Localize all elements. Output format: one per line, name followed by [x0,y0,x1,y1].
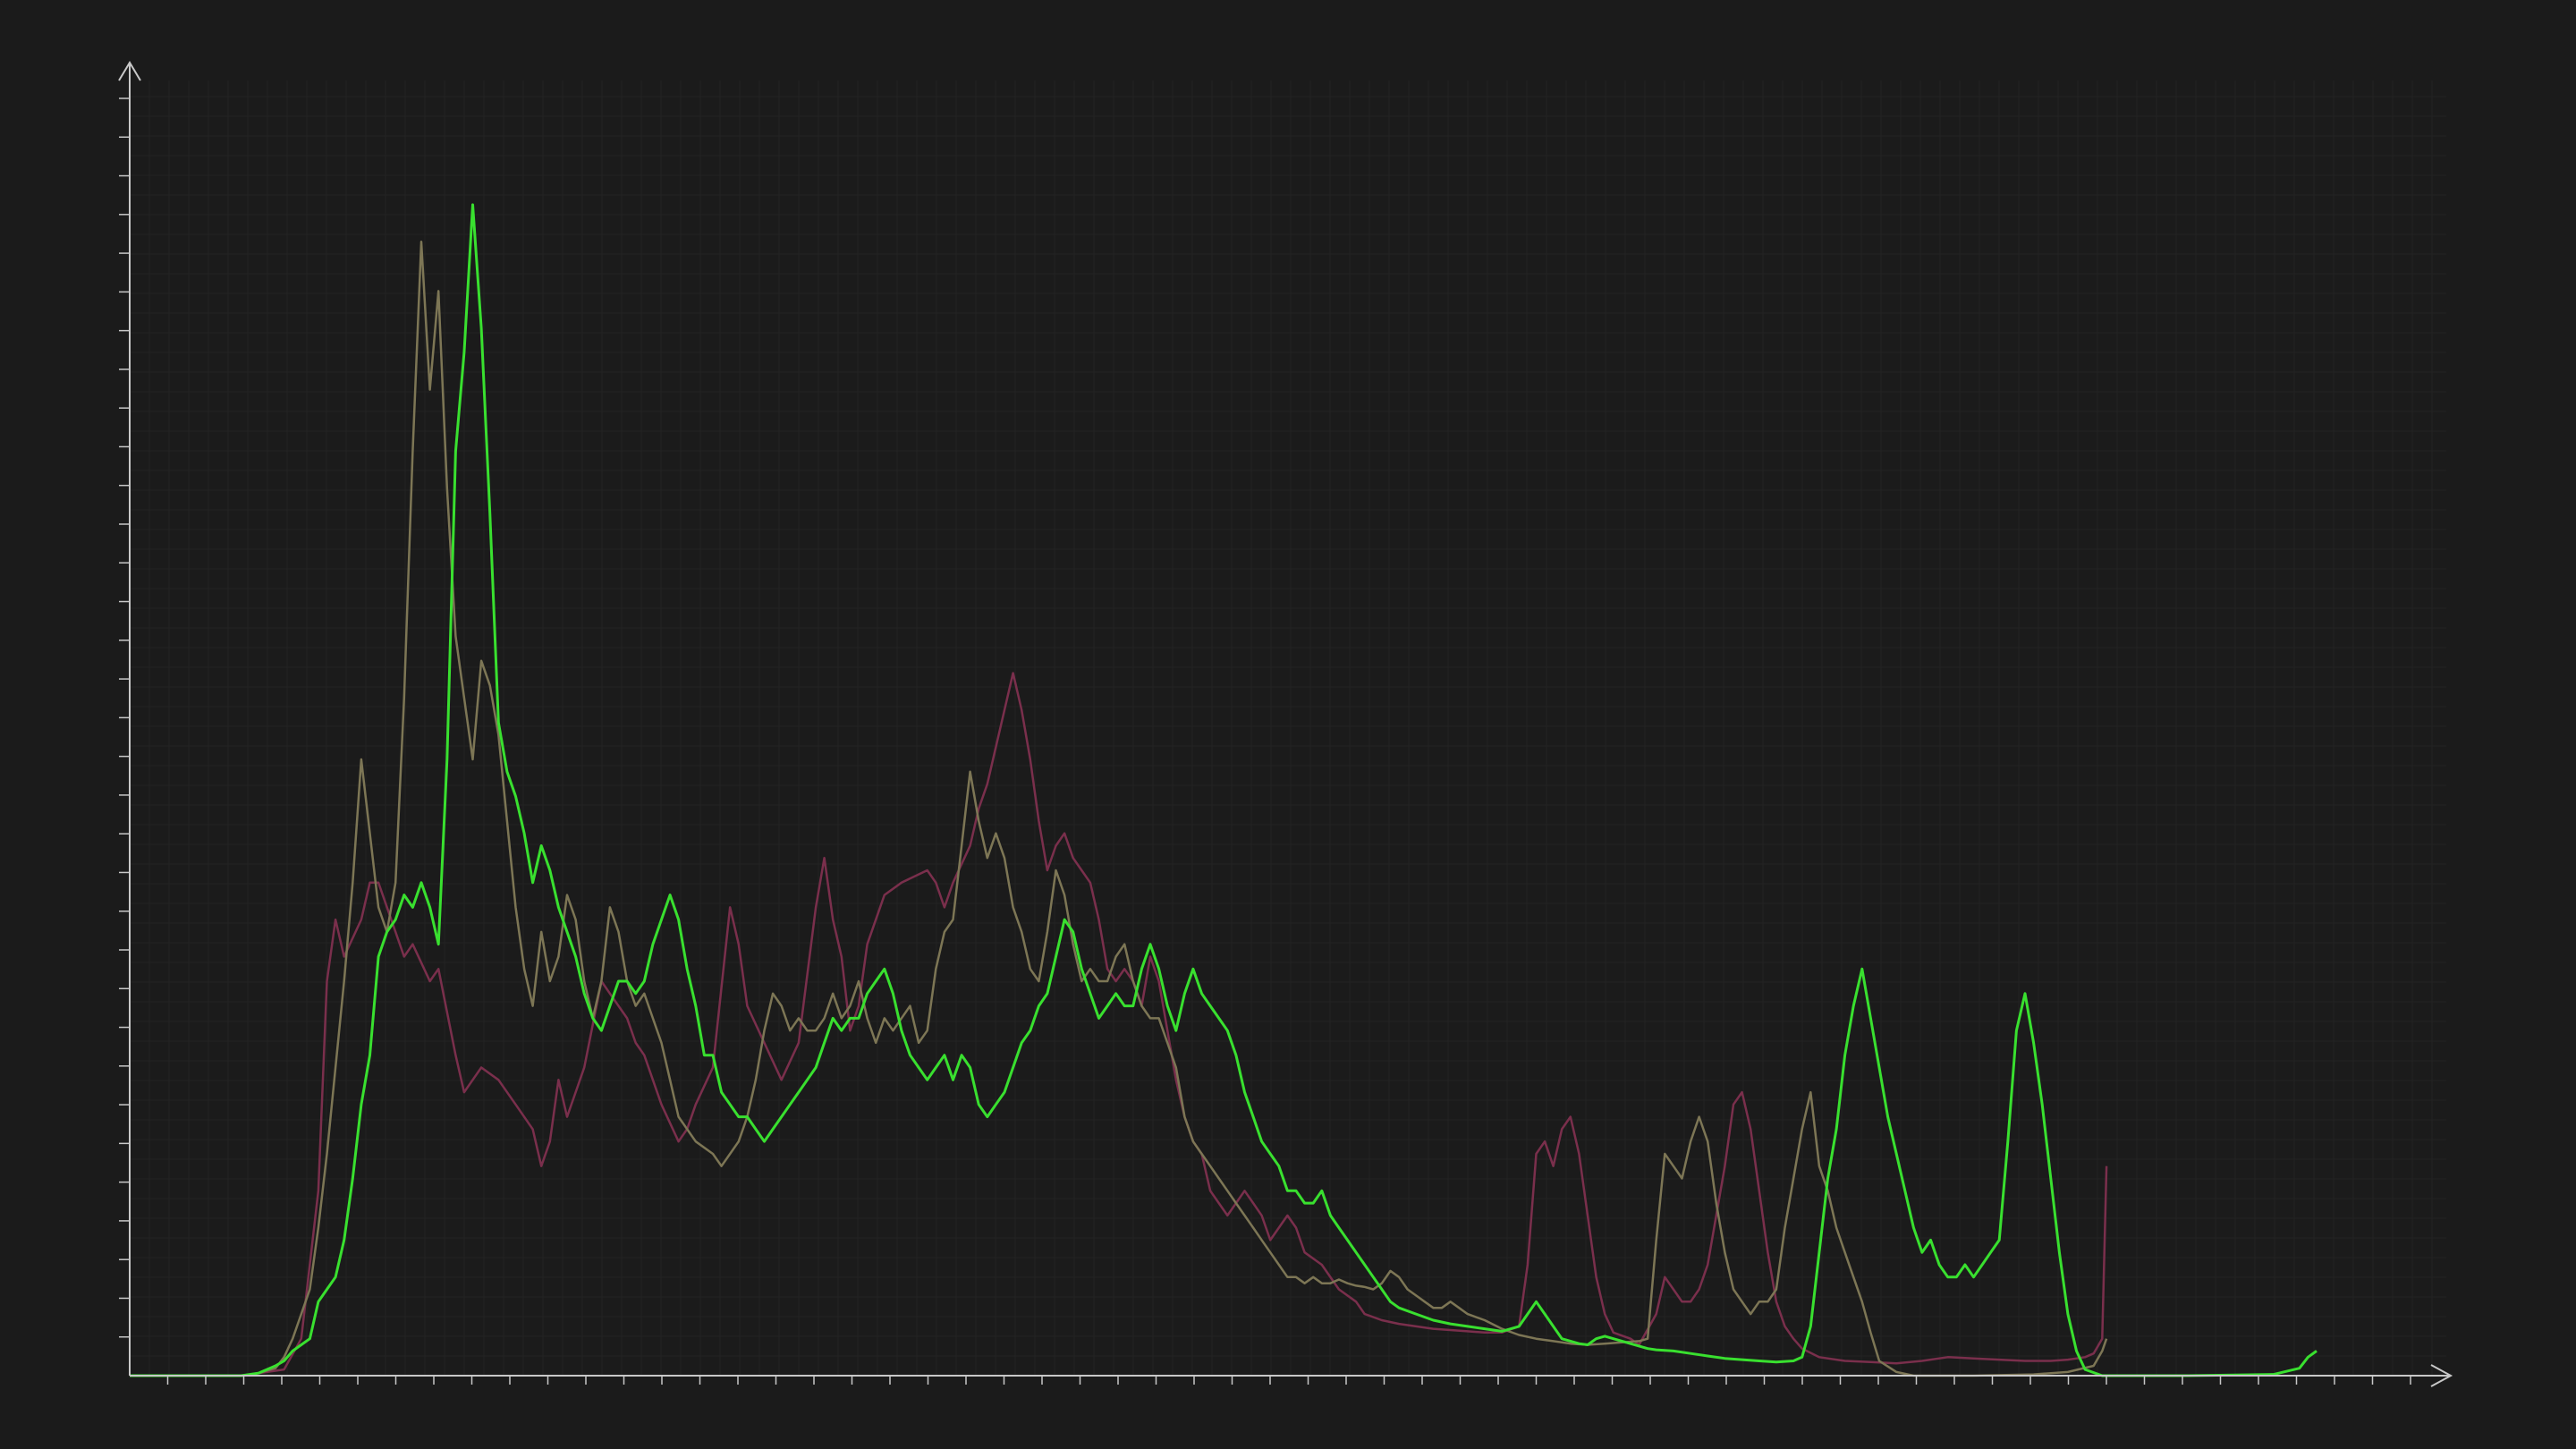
plot-background [0,0,2576,1449]
histogram-chart [0,0,2576,1449]
